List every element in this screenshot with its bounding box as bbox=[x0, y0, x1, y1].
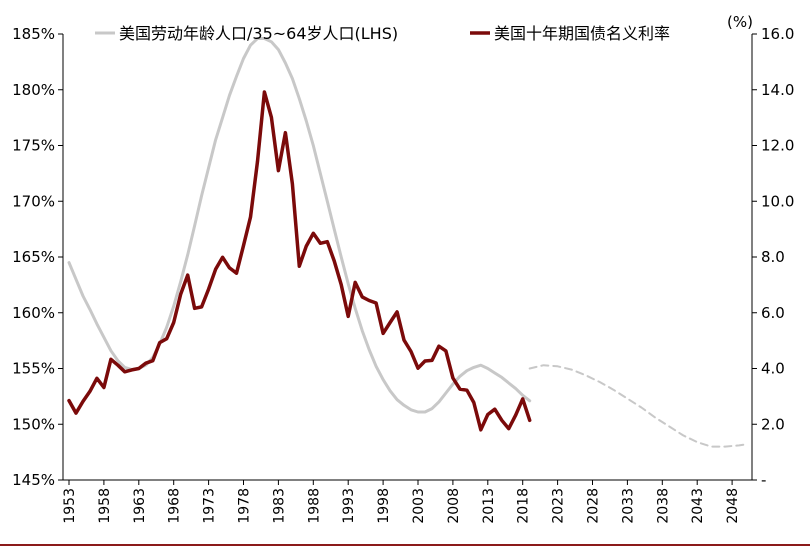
x-tick-label: 2048 bbox=[725, 488, 741, 524]
x-tick-label: 1968 bbox=[167, 488, 183, 524]
legend: 美国劳动年龄人口/35~64岁人口(LHS) 美国十年期国债名义利率 bbox=[95, 24, 670, 43]
right-axis-ticks: - 2.0 4.0 6.0 8.0 10.0 12.0 14.0 16.0 bbox=[752, 25, 794, 489]
left-tick-label: 165% bbox=[12, 248, 55, 266]
series-labor-ratio-projection-line bbox=[528, 364, 748, 448]
x-axis-ticks: 1953 1958 1963 1968 1973 1978 1983 1988 1993 1998… bbox=[62, 480, 741, 524]
left-tick-label: 170% bbox=[12, 192, 55, 210]
series-labor-ratio-line bbox=[67, 37, 532, 414]
legend-label-labor-ratio: 美国劳动年龄人口/35~64岁人口(LHS) bbox=[119, 24, 398, 43]
legend-label-treasury-yield: 美国十年期国债名义利率 bbox=[494, 24, 670, 43]
right-tick-label: 10.0 bbox=[761, 192, 794, 210]
x-tick-label: 2018 bbox=[516, 488, 532, 524]
left-tick-label: 180% bbox=[12, 81, 55, 99]
right-tick-label: 2.0 bbox=[761, 415, 785, 433]
x-tick-label: 1983 bbox=[271, 488, 287, 524]
x-tick-label: 1988 bbox=[306, 488, 322, 524]
x-tick-label: 2013 bbox=[481, 488, 497, 524]
right-axis-unit: (%) bbox=[727, 13, 753, 31]
x-tick-label: 1958 bbox=[97, 488, 113, 524]
x-tick-label: 2003 bbox=[411, 488, 427, 524]
series-layer bbox=[67, 37, 748, 448]
x-tick-label: 2038 bbox=[655, 488, 671, 524]
x-tick-label: 1963 bbox=[132, 488, 148, 524]
x-tick-label: 2033 bbox=[620, 488, 636, 524]
right-tick-label: 12.0 bbox=[761, 137, 794, 155]
x-tick-label: 1953 bbox=[62, 488, 78, 524]
left-tick-label: 150% bbox=[12, 415, 55, 433]
left-tick-label: 175% bbox=[12, 137, 55, 155]
x-tick-label: 2028 bbox=[586, 488, 602, 524]
x-tick-label: 2023 bbox=[551, 488, 567, 524]
left-tick-label: 160% bbox=[12, 304, 55, 322]
left-tick-label: 145% bbox=[12, 471, 55, 489]
right-tick-label: 16.0 bbox=[761, 25, 794, 43]
x-tick-label: 1998 bbox=[376, 488, 392, 524]
series-treasury-yield-line bbox=[67, 90, 532, 432]
x-tick-label: 1993 bbox=[341, 488, 357, 524]
left-tick-label: 185% bbox=[12, 25, 55, 43]
x-tick-label: 1978 bbox=[237, 488, 253, 524]
right-tick-label: 4.0 bbox=[761, 360, 785, 378]
left-axis-ticks: 145% 150% 155% 160% 165% 170% 175% 180% 185% bbox=[12, 25, 63, 489]
left-tick-label: 155% bbox=[12, 360, 55, 378]
x-tick-label: 2008 bbox=[446, 488, 462, 524]
x-tick-label: 2043 bbox=[690, 488, 706, 524]
right-tick-label: - bbox=[761, 471, 766, 489]
right-tick-label: 8.0 bbox=[761, 248, 785, 266]
x-tick-label: 1973 bbox=[202, 488, 218, 524]
right-tick-label: 6.0 bbox=[761, 304, 785, 322]
right-tick-label: 14.0 bbox=[761, 81, 794, 99]
